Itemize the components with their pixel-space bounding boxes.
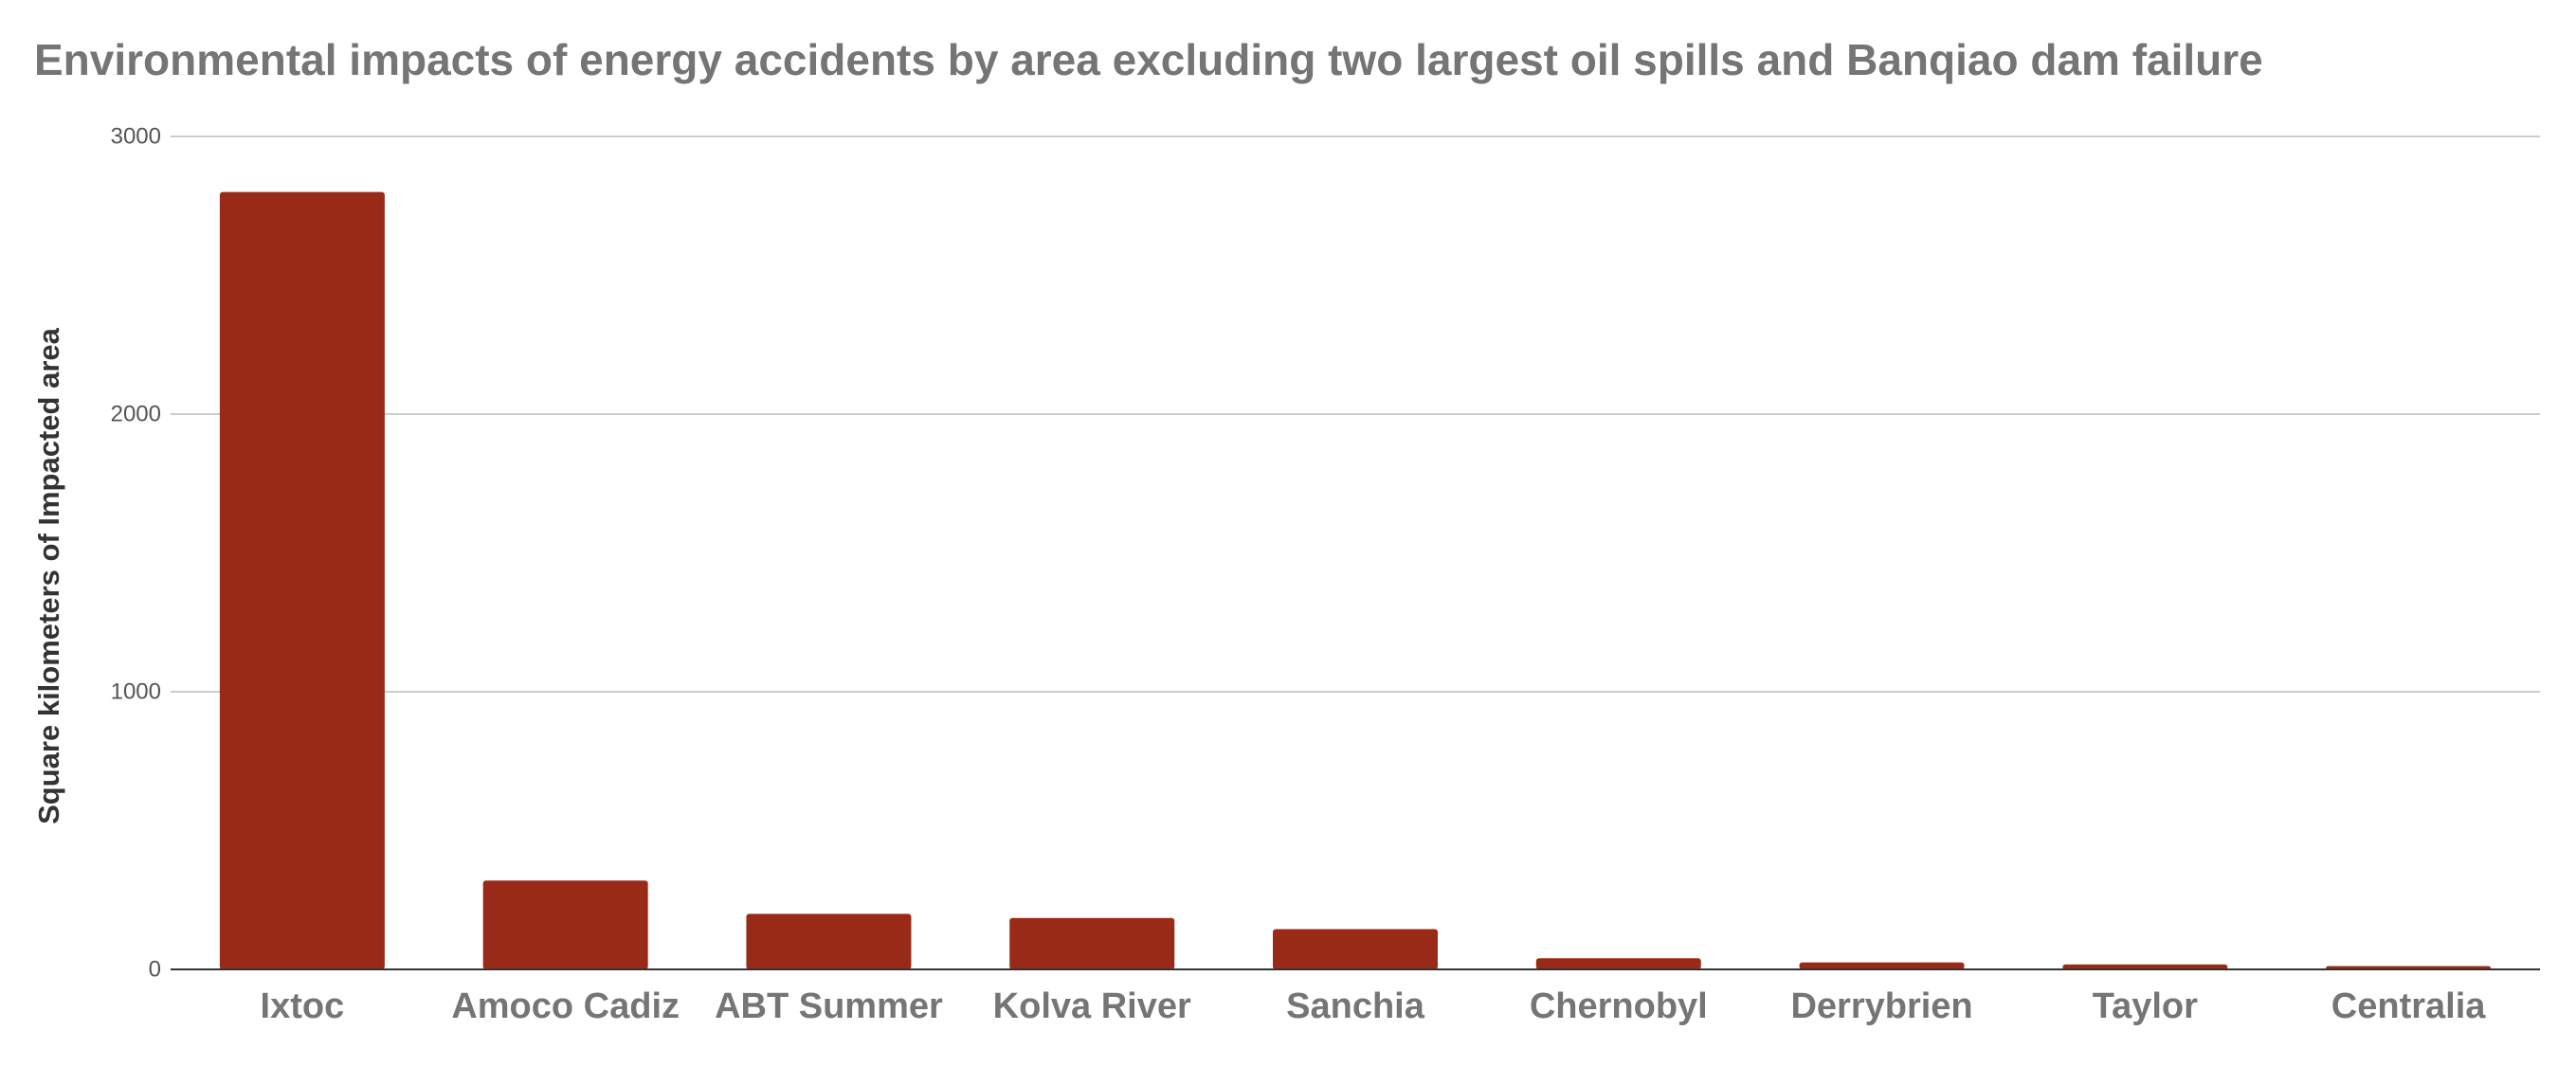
chart-title: Environmental impacts of energy accident… xyxy=(34,35,2263,84)
bar-abt-summer xyxy=(746,913,912,969)
x-tick-label-abt-summer: ABT Summer xyxy=(715,986,943,1026)
x-tick-label-chernobyl: Chernobyl xyxy=(1530,986,1708,1026)
y-tick-label-0: 0 xyxy=(149,957,161,983)
x-tick-label-kolva-river: Kolva River xyxy=(993,986,1191,1026)
bar-taylor xyxy=(2062,964,2228,969)
x-tick-labels: Ixtoc Amoco Cadiz ABT Summer Kolva River San… xyxy=(261,986,2487,1026)
x-tick-label-amoco-cadiz: Amoco Cadiz xyxy=(451,986,680,1026)
bar-derrybrien xyxy=(1799,962,1965,969)
bar-ixtoc xyxy=(219,191,385,970)
x-tick-label-taylor: Taylor xyxy=(2093,986,2198,1026)
bar-amoco-cadiz xyxy=(482,880,648,969)
y-tick-label-2000: 2000 xyxy=(111,402,161,427)
y-tick-labels: 0 1000 2000 3000 xyxy=(111,124,161,983)
y-tick-label-1000: 1000 xyxy=(111,679,161,705)
bar-kolva-river xyxy=(1009,917,1175,969)
x-tick-label-centralia: Centralia xyxy=(2331,986,2486,1026)
bars xyxy=(219,191,2492,970)
gridlines xyxy=(171,136,2540,693)
x-tick-label-derrybrien: Derrybrien xyxy=(1790,986,1972,1026)
bar-sanchia xyxy=(1273,929,1438,969)
bar-chernobyl xyxy=(1535,958,1701,969)
x-tick-label-sanchia: Sanchia xyxy=(1286,986,1425,1026)
x-tick-label-ixtoc: Ixtoc xyxy=(261,986,345,1026)
y-tick-label-3000: 3000 xyxy=(111,124,161,150)
